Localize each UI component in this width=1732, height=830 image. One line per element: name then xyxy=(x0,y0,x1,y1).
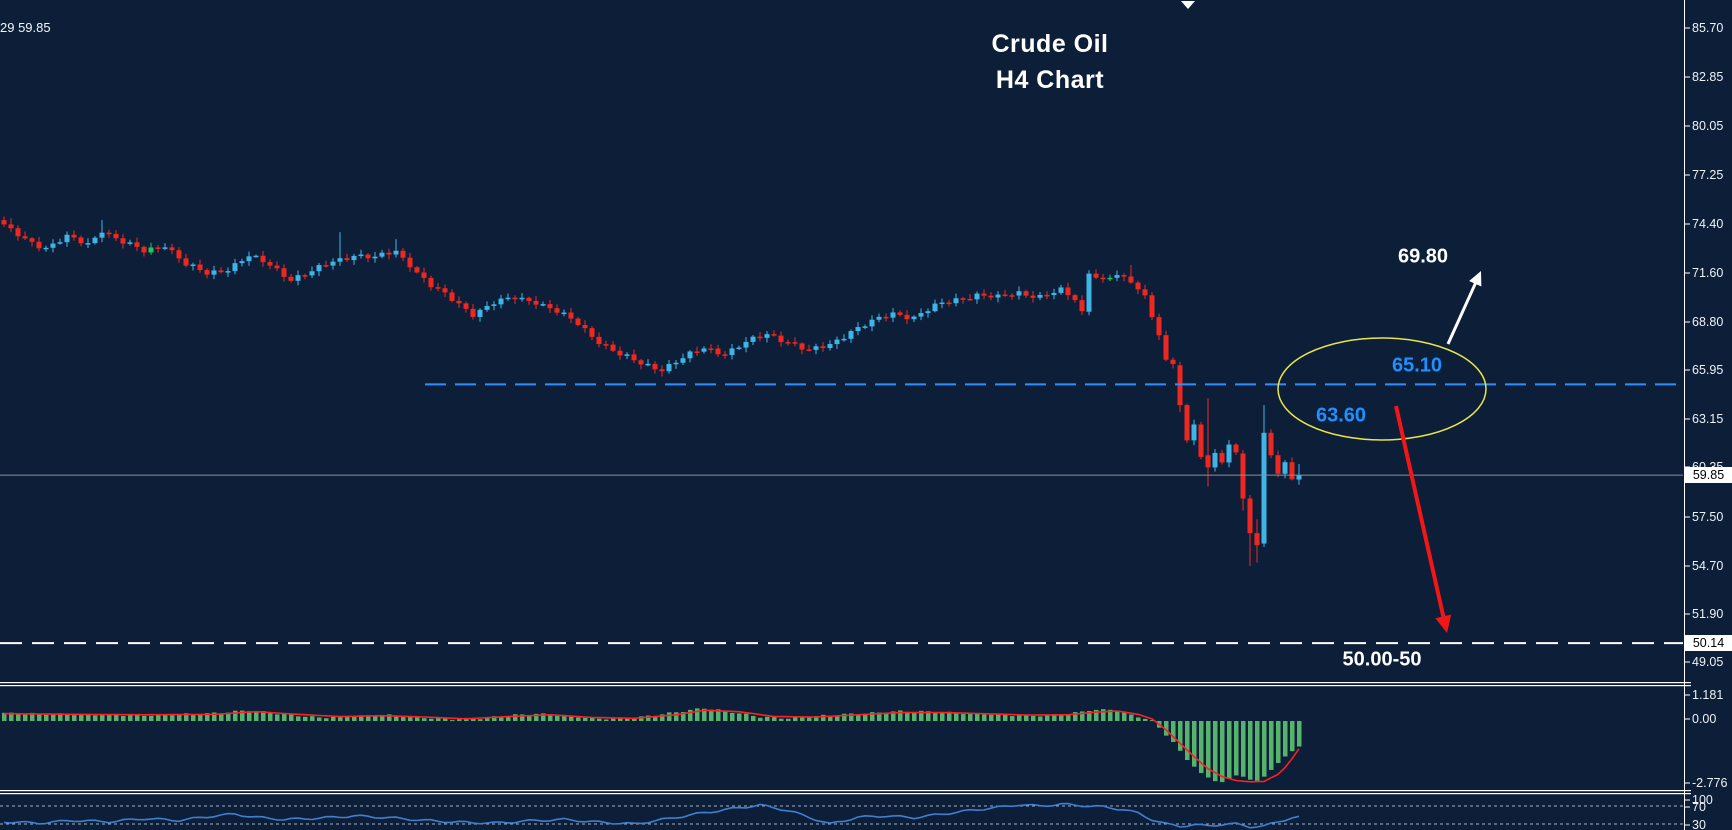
macd-histogram-layer xyxy=(2,708,1302,783)
price-marker-box: 50.14 xyxy=(1685,635,1732,651)
price-tick-label: 82.85 xyxy=(1692,70,1724,84)
price-tick-label: 0.00 xyxy=(1692,712,1717,726)
macd-signal-line xyxy=(4,709,1300,783)
candles-layer xyxy=(1,216,1302,566)
bearish-scenario-arrow[interactable] xyxy=(1394,405,1446,619)
price-tick-label: 77.25 xyxy=(1692,168,1724,182)
price-tick-label: 65.95 xyxy=(1692,363,1724,377)
decision-zone-ellipse[interactable] xyxy=(1277,337,1487,441)
price-tick-label: 51.90 xyxy=(1692,607,1724,621)
panel-separator xyxy=(0,685,1691,687)
price-marker-box: 59.85 xyxy=(1685,467,1732,483)
resistance-level-label: 65.10 xyxy=(1391,354,1443,377)
upside-target-label: 69.80 xyxy=(1397,245,1449,268)
rsi-line xyxy=(3,802,1300,829)
price-tick-label: 54.70 xyxy=(1692,559,1724,573)
ohlc-readout: 29 59.85 xyxy=(0,20,51,35)
chart-title: Crude Oil H4 Chart xyxy=(991,26,1108,98)
chart-title-instrument: Crude Oil xyxy=(991,30,1109,58)
price-tick-label: 63.15 xyxy=(1692,412,1724,426)
bearish-scenario-arrow-head xyxy=(1435,614,1452,633)
price-tick-label: 74.40 xyxy=(1692,217,1724,231)
price-tick-label: 57.50 xyxy=(1692,510,1724,524)
price-axis-line xyxy=(1684,0,1685,830)
bullish-scenario-arrow-head xyxy=(1469,271,1482,287)
bullish-scenario-arrow[interactable] xyxy=(1446,281,1478,345)
price-tick-label: 1.181 xyxy=(1692,688,1724,702)
support-level-label: 63.60 xyxy=(1315,404,1367,427)
chart-title-timeframe: H4 Chart xyxy=(995,66,1105,94)
panel-separator[interactable] xyxy=(0,790,1691,792)
price-tick-label: 80.05 xyxy=(1692,119,1724,133)
chart-shift-marker[interactable] xyxy=(1181,1,1195,9)
price-tick-label: 68.80 xyxy=(1692,315,1724,329)
downside-target-label: 50.00-50 xyxy=(1342,648,1422,671)
price-tick-label: 100 xyxy=(1692,793,1713,807)
price-tick-label: 49.05 xyxy=(1692,655,1724,669)
price-tick-label: 85.70 xyxy=(1692,21,1724,35)
panel-separator[interactable] xyxy=(0,682,1691,684)
panel-separator xyxy=(0,793,1691,795)
price-tick-label: 71.60 xyxy=(1692,266,1724,280)
price-tick-label: 70 xyxy=(1692,800,1706,814)
price-tick-label: -2.776 xyxy=(1692,776,1728,790)
price-tick-label: 30 xyxy=(1692,818,1706,830)
